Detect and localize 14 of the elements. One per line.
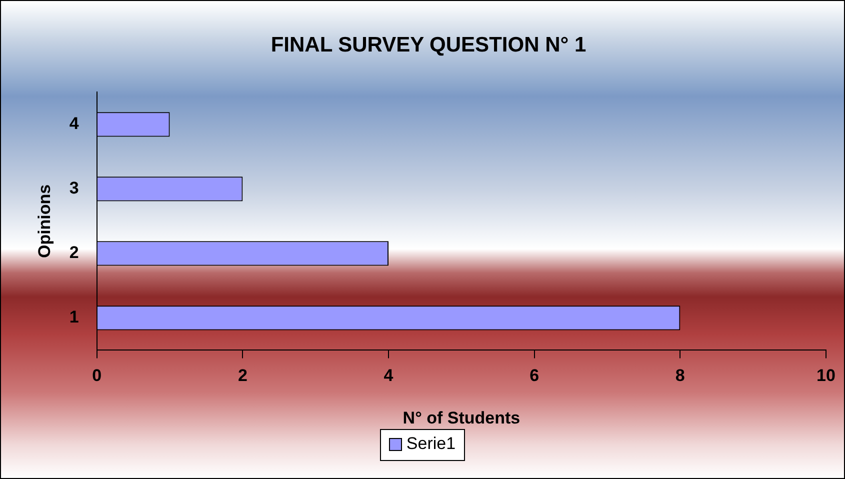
chart-title: FINAL SURVEY QUESTION N° 1 (270, 33, 586, 56)
x-tick-label: 2 (238, 366, 248, 386)
x-tick-label: 6 (530, 366, 540, 386)
x-tick-label: 0 (92, 366, 102, 386)
y-tick-label: 4 (69, 114, 80, 134)
x-axis-title: N° of Students (402, 408, 520, 428)
x-tick-label: 10 (816, 366, 836, 386)
text: Serie1 (406, 434, 456, 454)
x-tick-label: 8 (675, 366, 685, 386)
y-axis-title: Opinions (34, 184, 54, 258)
y-tick-label: 2 (69, 243, 79, 262)
y-tick-label: 1 (69, 308, 79, 327)
x-tick-label: 4 (384, 366, 394, 386)
y-tick-label: 3 (69, 178, 79, 198)
